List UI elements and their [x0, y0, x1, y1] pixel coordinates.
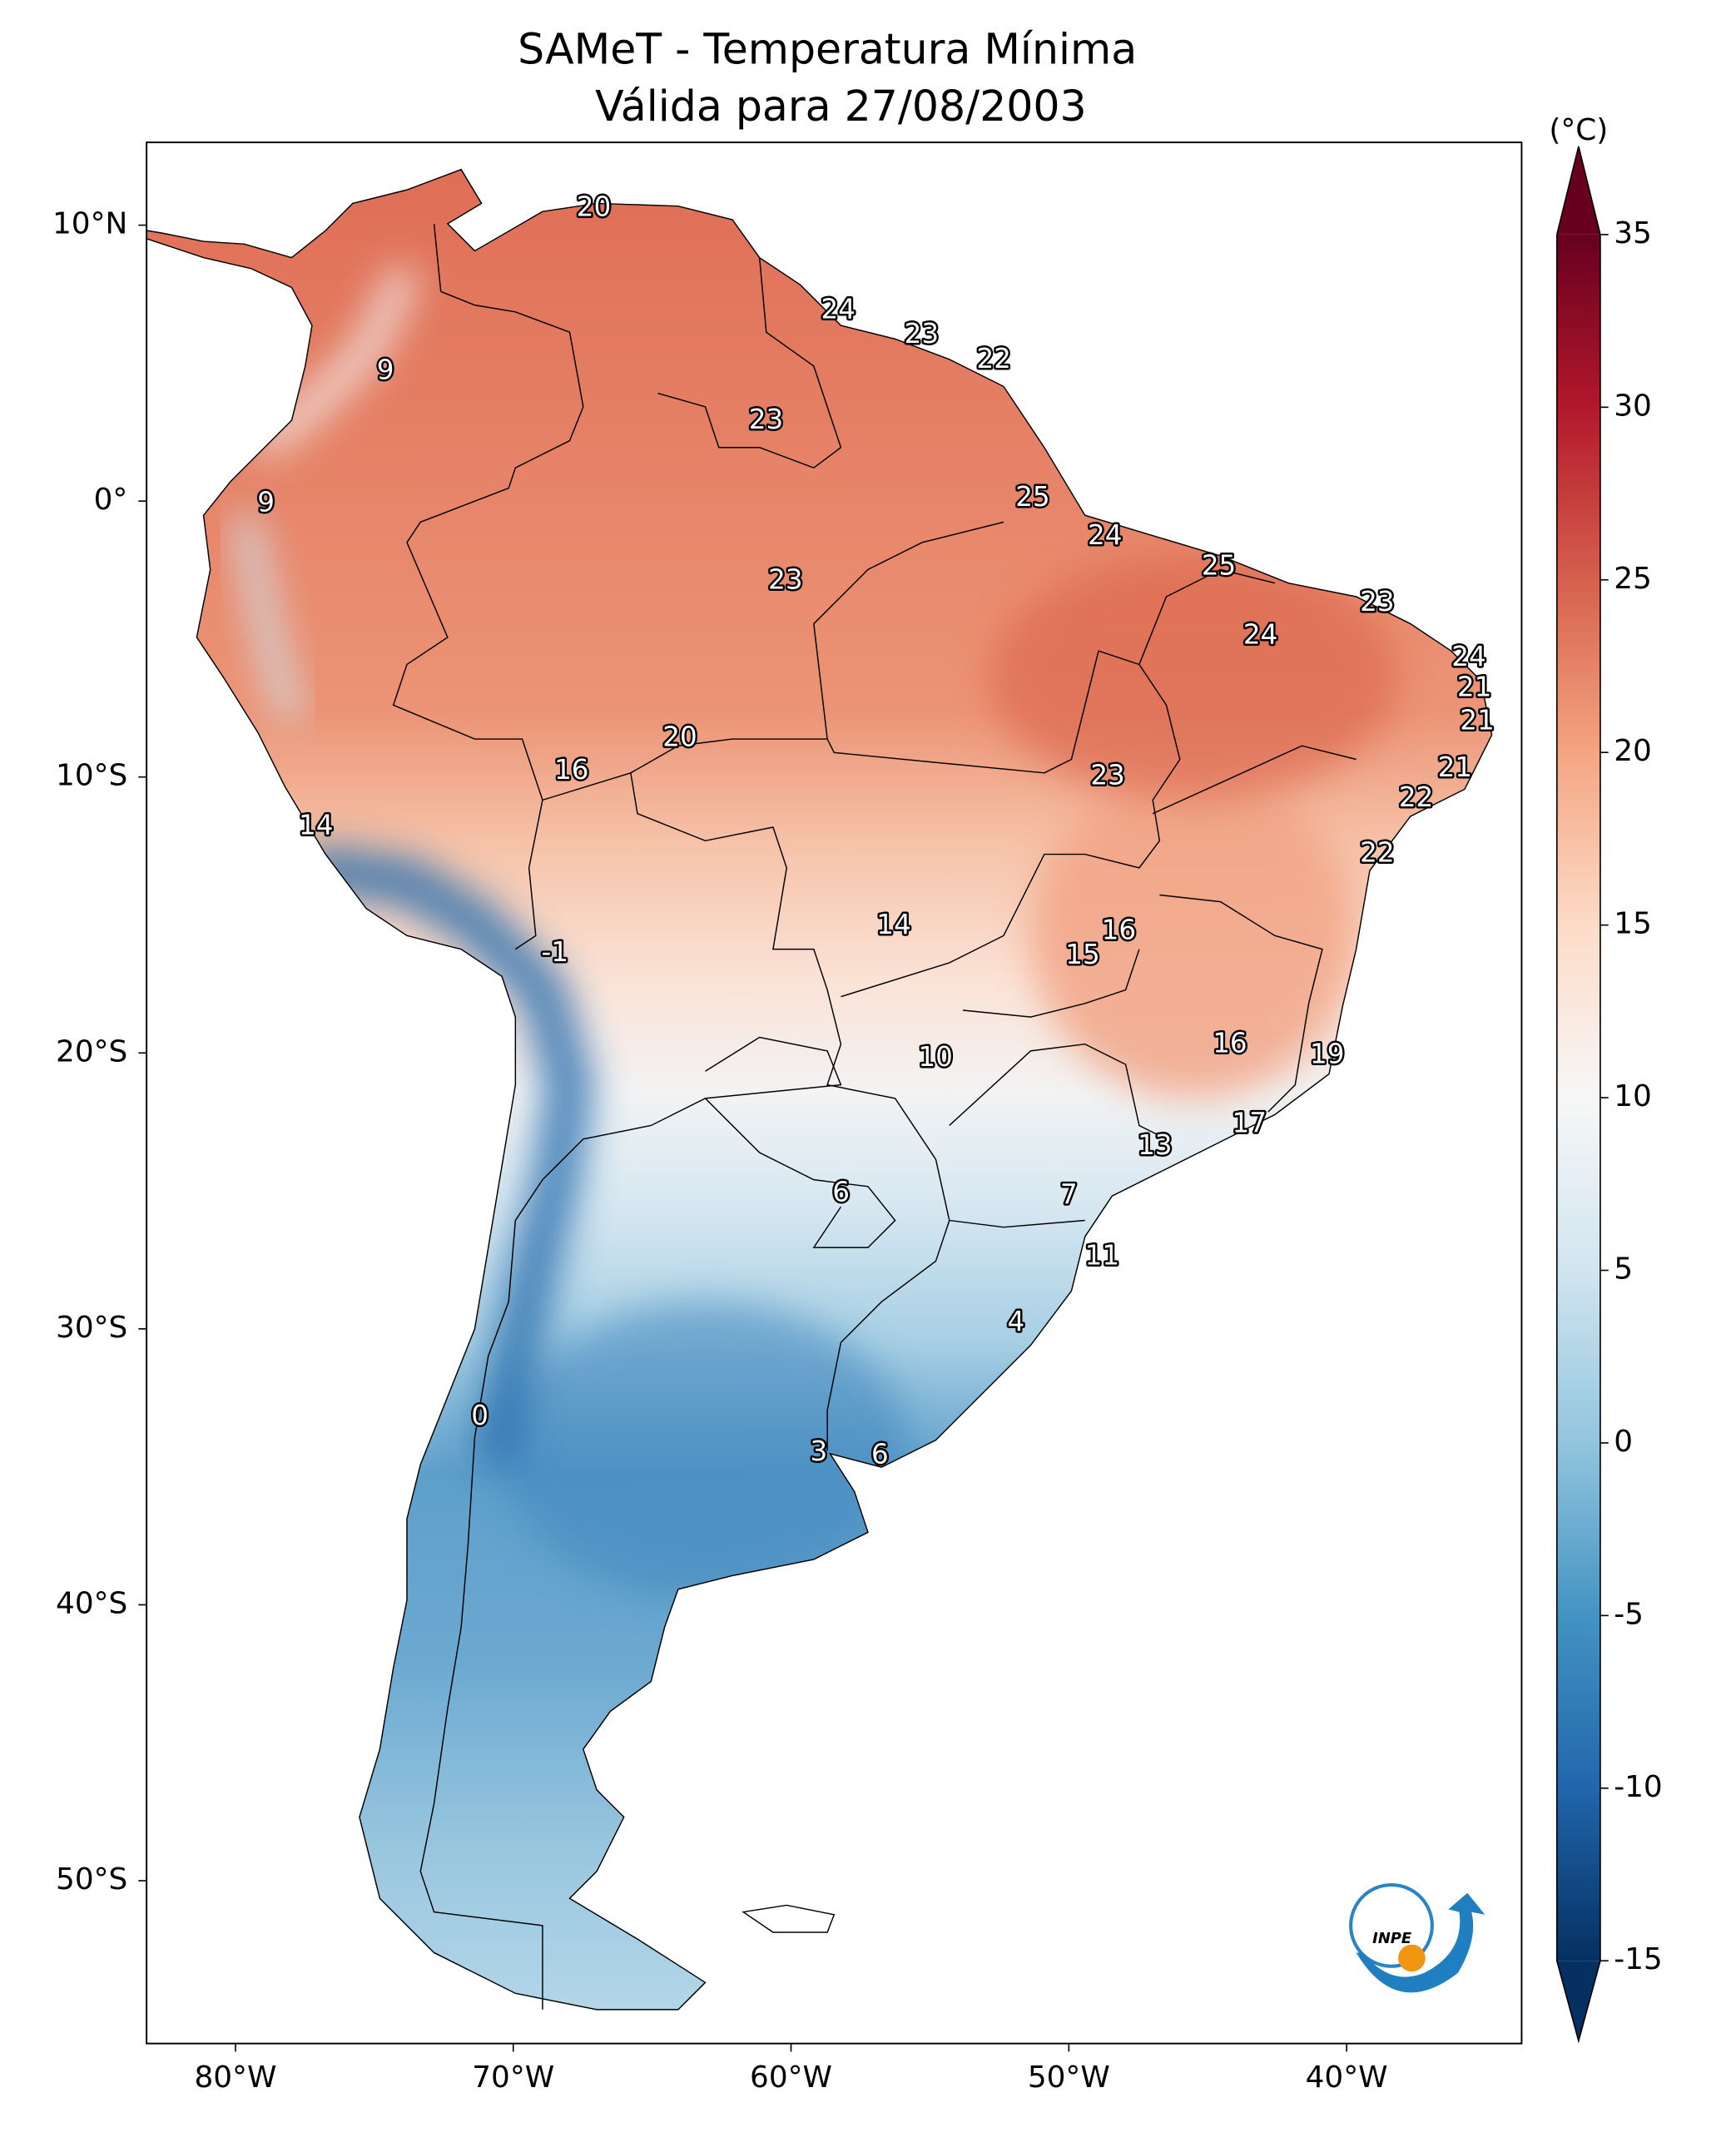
border: [704, 1098, 896, 1248]
y-tick-label: 10°N: [52, 207, 127, 241]
border: [758, 257, 842, 469]
temperature-label: 0: [471, 1400, 489, 1431]
colorbar-tick-label: -10: [1614, 1770, 1663, 1804]
temperature-label: 7: [1060, 1179, 1078, 1211]
temperature-label: 6: [832, 1176, 850, 1207]
border: [1159, 894, 1323, 1113]
map-title: SAMeT - Temperatura Mínima: [518, 25, 1137, 74]
y-tick-label: 20°S: [56, 1034, 127, 1069]
temperature-label: 16: [1213, 1027, 1247, 1059]
temperature-label: 23: [1360, 586, 1394, 617]
border: [630, 772, 937, 1160]
border: [826, 1220, 950, 1451]
border: [514, 800, 543, 950]
colorbar-tick-label: 5: [1614, 1252, 1633, 1287]
falklands: [742, 1904, 836, 1933]
y-tick-label: 50°S: [56, 1862, 127, 1897]
temperature-label: 4: [1008, 1306, 1025, 1337]
temperature-label: 19: [1310, 1039, 1344, 1070]
colorbar-tick-label: 30: [1614, 389, 1652, 423]
temperature-label: 23: [905, 318, 939, 350]
colorbar-tick-label: 25: [1614, 562, 1652, 596]
temperature-label: 21: [1460, 704, 1494, 736]
border: [406, 223, 584, 543]
logo-text: INPE: [1372, 1930, 1411, 1947]
temperature-label: 20: [662, 721, 697, 752]
temperature-label: 24: [1451, 641, 1486, 672]
border: [935, 1159, 1085, 1228]
temperature-label: -1: [542, 936, 568, 968]
colorbar-tick-label: -15: [1614, 1942, 1663, 1976]
border: [949, 1043, 1167, 1140]
temperature-label: 25: [1202, 550, 1236, 582]
temperature-label: 21: [1457, 672, 1491, 703]
x-tick-label: 70°W: [472, 2060, 554, 2095]
colorbar-tick-label: 15: [1614, 907, 1652, 941]
logo-dot: [1398, 1944, 1426, 1972]
border: [1152, 745, 1357, 815]
logo-ring: [1349, 1882, 1434, 1968]
warm-region: [990, 556, 1397, 801]
y-tick-label: 10°S: [56, 759, 127, 793]
inpe-logo: INPE: [1349, 1882, 1486, 1993]
temperature-label: 22: [1360, 837, 1394, 869]
colorbar-tick-label: 20: [1614, 734, 1652, 768]
colorbar-tick-label: 0: [1614, 1425, 1633, 1459]
colorbar-extend-bottom: [1556, 1961, 1600, 2041]
temperature-label: 22: [1399, 781, 1433, 813]
x-tick-label: 60°W: [750, 2060, 832, 2095]
temperature-label: 9: [257, 486, 275, 518]
temperature-label: 20: [577, 191, 611, 223]
temperature-label: 6: [871, 1438, 889, 1470]
temperature-label: 21: [1438, 751, 1472, 783]
temperature-label: 14: [876, 909, 910, 940]
x-tick-label: 40°W: [1306, 2060, 1388, 2095]
colorbar-tick-label: 10: [1614, 1079, 1652, 1113]
y-tick-label: 30°S: [56, 1311, 127, 1345]
temperature-label: 23: [768, 563, 802, 595]
temperature-label: 15: [1065, 939, 1099, 970]
colorbar-tick-label: 35: [1614, 216, 1652, 250]
andes-ecuador: [232, 513, 304, 722]
andes-cold: [302, 845, 593, 1469]
y-tick-label: 0°: [94, 483, 128, 517]
map-frame: [146, 141, 1523, 2045]
temperature-label: 16: [1102, 914, 1136, 945]
temperature-label: 23: [749, 404, 783, 435]
logo-arrow: [1356, 1892, 1486, 1993]
temperature-label: 16: [554, 754, 588, 786]
temperature-label: 17: [1233, 1107, 1267, 1138]
y-tick-label: 40°S: [56, 1586, 127, 1620]
country-borders: [392, 223, 1357, 2010]
colorbar-unit: (°C): [1549, 113, 1608, 147]
temperature-label: 9: [377, 354, 394, 385]
temperature-label: 22: [976, 343, 1010, 374]
temperature-label: 14: [299, 809, 333, 840]
temperature-label: 24: [1088, 519, 1122, 551]
border: [1138, 568, 1276, 665]
temperature-label: 11: [1085, 1240, 1119, 1272]
map-subtitle: Válida para 27/08/2003: [595, 82, 1087, 131]
border: [813, 521, 1004, 740]
temperature-label: 3: [811, 1435, 828, 1467]
colorbar-extend-top: [1556, 146, 1600, 235]
x-tick-label: 50°W: [1028, 2060, 1110, 2095]
x-tick-label: 80°W: [194, 2060, 276, 2095]
border: [657, 392, 815, 469]
warm-region: [1030, 772, 1357, 1098]
cold-region: [502, 1302, 909, 1600]
colorbar: [1556, 234, 1600, 1961]
border: [419, 1036, 842, 2010]
colorbar-tick-label: -5: [1614, 1597, 1644, 1631]
temperature-label: 10: [918, 1041, 952, 1073]
temperature-label: 23: [1090, 760, 1124, 791]
temperature-label: 13: [1138, 1129, 1172, 1161]
border: [841, 650, 1181, 998]
temperature-label: 24: [1243, 619, 1277, 651]
border: [962, 949, 1140, 1018]
temperature-label: 25: [1015, 481, 1049, 513]
temperature-label: 24: [821, 293, 856, 325]
